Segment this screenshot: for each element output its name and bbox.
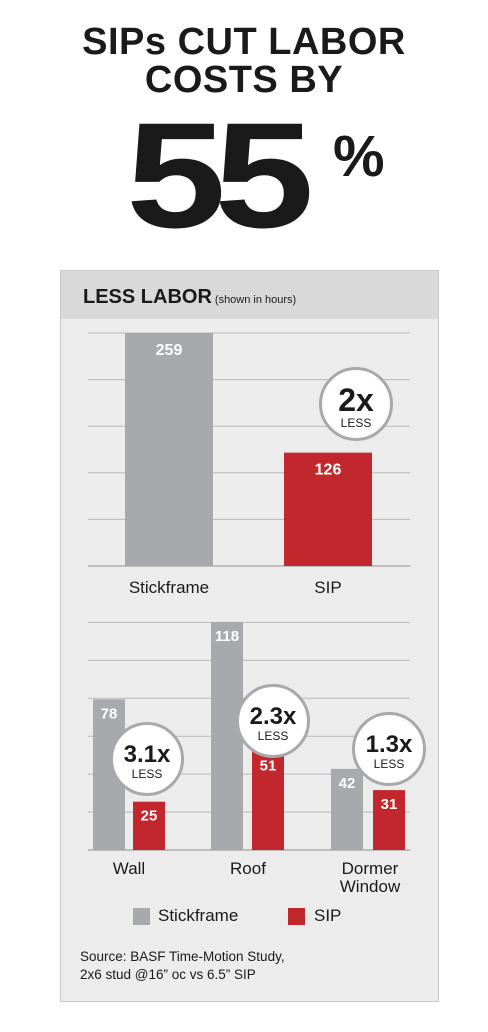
legend-swatch-sip [288, 908, 305, 925]
percent-sign: % [333, 124, 385, 189]
bar-wall-sip [133, 801, 165, 850]
big-number: 55 [126, 91, 314, 259]
panel-note: (shown in hours) [214, 294, 297, 306]
ratio-badge-3-1x: 3.1x LESS [110, 722, 184, 796]
ratio-value: 2.3x [249, 703, 297, 730]
data-label-dormer-window-stickframe: 42 [339, 775, 356, 792]
data-label-dormer-window-sip: 31 [381, 796, 398, 813]
ratio-badge-2x: 2x LESS [319, 367, 393, 441]
ratio-badge-2-3x: 2.3x LESS [236, 684, 310, 758]
category-label-sip: SIP [314, 578, 341, 597]
legend-label-sip: SIP [314, 906, 342, 925]
source-line-1: Source: BASF Time-Motion Study, [80, 949, 285, 964]
legend-label-stickframe: Stickframe [158, 906, 239, 925]
data-label-wall-stickframe: 78 [101, 705, 118, 722]
category-label-wall: Wall [113, 859, 145, 878]
ratio-less-label: LESS [373, 757, 405, 771]
bar-dormer-window-stickframe [331, 768, 363, 850]
ratio-less-label: LESS [257, 729, 289, 743]
source-line-2: 2x6 stud @16” oc vs 6.5” SIP [80, 967, 256, 982]
bar-sip [284, 452, 372, 566]
category-label-roof: Roof [230, 859, 266, 878]
bar-dormer-window-sip [373, 790, 405, 850]
data-label-roof-sip: 51 [260, 757, 277, 774]
ratio-less-label: LESS [340, 416, 372, 430]
data-label-sip: 126 [315, 462, 342, 479]
chart-panel: LESS LABOR (shown in hours) [60, 270, 439, 1002]
category-label-stickframe: Stickframe [129, 578, 209, 597]
source-note: Source: BASF Time-Motion Study, 2x6 stud… [80, 948, 285, 984]
legend-swatch-stickframe [133, 908, 150, 925]
category-label-dormer-window: Dormer Window [340, 859, 401, 896]
data-label-roof-stickframe: 118 [215, 628, 239, 645]
ratio-value: 2x [338, 382, 374, 418]
bar-roof-stickframe [211, 622, 243, 850]
ratio-value: 3.1x [123, 741, 171, 768]
ratio-value: 1.3x [365, 731, 413, 758]
panel-title: LESS LABOR (shown in hours) [83, 286, 296, 309]
data-label-stickframe: 259 [156, 342, 183, 359]
ratio-less-label: LESS [131, 767, 163, 781]
headline-line-2: COSTS BY [144, 59, 344, 101]
ratio-badge-1-3x: 1.3x LESS [352, 712, 426, 786]
data-label-wall-sip: 25 [141, 808, 158, 825]
headline-line-1: SIPs CUT LABOR [82, 21, 406, 63]
bar-stickframe [125, 333, 213, 566]
bar-roof-sip [252, 751, 284, 850]
panel-header: LESS LABOR (shown in hours) [61, 271, 438, 319]
panel-title-text: LESS LABOR [83, 286, 212, 308]
